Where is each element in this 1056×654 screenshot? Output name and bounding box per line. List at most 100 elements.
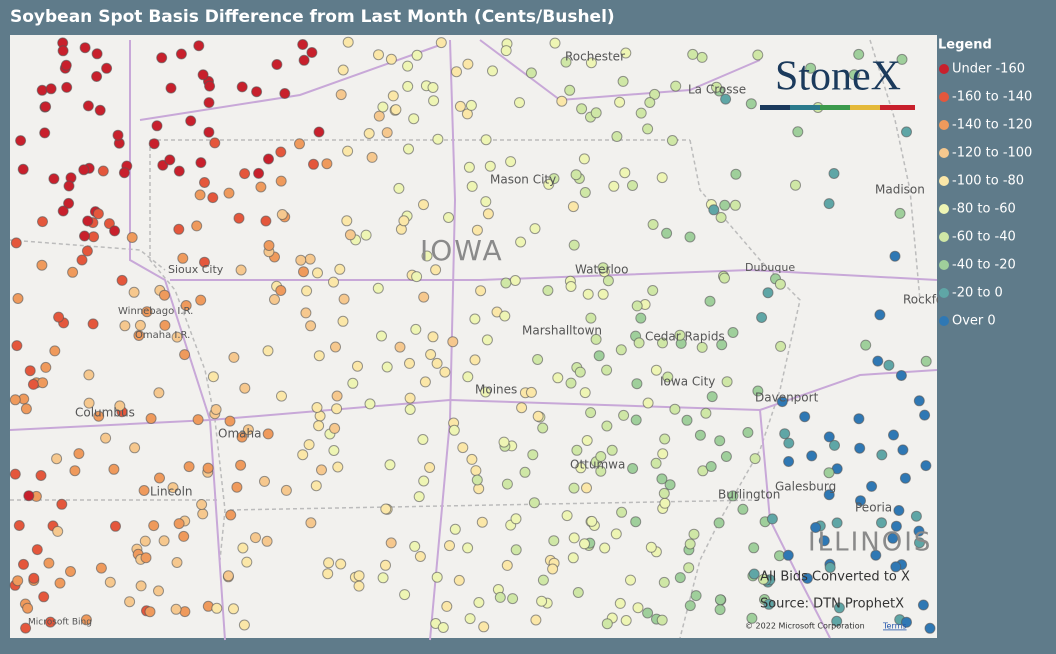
- site-dot: [449, 523, 461, 535]
- site-dot: [425, 349, 437, 360]
- site-dot: [414, 551, 426, 562]
- site-dot: [610, 528, 622, 540]
- site-dot: [890, 520, 902, 532]
- site-dot: [480, 134, 492, 146]
- site-dot: [790, 179, 801, 191]
- site-dot: [18, 558, 29, 570]
- legend-label: -100 to -80: [952, 174, 1024, 189]
- site-dot: [428, 95, 440, 107]
- site-dot: [352, 360, 363, 372]
- site-dot: [576, 103, 588, 115]
- legend-label: -160 to -140: [952, 90, 1032, 105]
- site-dot: [529, 223, 541, 235]
- site-dot: [853, 48, 865, 60]
- site-dot: [631, 378, 643, 390]
- site-dot: [560, 56, 572, 68]
- site-dot: [36, 259, 48, 271]
- site-dot: [342, 36, 354, 48]
- site-dot: [158, 535, 170, 547]
- site-dot: [159, 319, 171, 331]
- site-dot: [87, 318, 99, 330]
- site-dot: [224, 415, 236, 427]
- site-dot: [195, 157, 207, 169]
- site-dot: [681, 414, 693, 426]
- title: Soybean Spot Basis Difference from Last …: [10, 7, 615, 27]
- site-dot: [311, 402, 323, 413]
- site-dot: [394, 341, 406, 353]
- site-dot: [443, 212, 454, 223]
- site-dot: [128, 286, 140, 298]
- site-dot: [222, 570, 234, 582]
- map-label: Davenport: [755, 391, 819, 405]
- site-dot: [783, 437, 795, 449]
- site-dot: [854, 442, 866, 454]
- site-dot: [597, 288, 609, 300]
- site-dot: [635, 312, 647, 324]
- site-dot: [920, 355, 932, 367]
- site-dot: [635, 107, 647, 119]
- site-dot: [341, 215, 353, 227]
- site-dot: [614, 597, 626, 609]
- site-dot: [581, 435, 593, 446]
- site-dot: [57, 205, 69, 217]
- map-label: IOWA: [420, 234, 504, 267]
- site-dot: [322, 568, 334, 580]
- site-dot: [197, 508, 209, 520]
- site-dot: [568, 532, 580, 544]
- site-dot: [385, 53, 397, 65]
- site-dot: [380, 559, 391, 571]
- site-dot: [823, 198, 835, 210]
- site-dot: [15, 135, 27, 147]
- legend-swatch: [939, 288, 949, 298]
- site-dot: [683, 562, 695, 574]
- site-dot: [748, 542, 760, 554]
- site-dot: [170, 603, 182, 615]
- site-dot: [487, 65, 498, 77]
- site-dot: [656, 473, 668, 485]
- site-dot: [716, 339, 728, 351]
- site-dot: [893, 505, 905, 516]
- site-dot: [118, 167, 130, 179]
- terms-link[interactable]: Terms: [882, 622, 907, 631]
- site-dot: [561, 510, 573, 522]
- site-dot: [430, 264, 442, 276]
- site-dot: [305, 517, 317, 529]
- site-dot: [632, 602, 644, 614]
- site-dot: [439, 366, 451, 378]
- site-dot: [618, 409, 630, 421]
- site-dot: [56, 498, 68, 510]
- site-dot: [390, 104, 402, 116]
- site-dot: [250, 532, 261, 544]
- site-dot: [49, 345, 61, 357]
- site-dot: [530, 614, 542, 626]
- legend-label: -120 to -100: [952, 146, 1032, 161]
- site-dot: [799, 411, 811, 423]
- map-label: Mason City: [490, 173, 556, 187]
- site-dot: [866, 480, 878, 492]
- site-dot: [114, 400, 126, 412]
- site-dot: [666, 135, 678, 146]
- site-dot: [297, 449, 309, 461]
- site-dot: [593, 350, 605, 362]
- site-dot: [108, 463, 120, 475]
- site-dot: [280, 484, 292, 496]
- site-dot: [658, 487, 670, 499]
- site-dot: [645, 541, 657, 553]
- site-dot: [199, 256, 210, 268]
- site-dot: [253, 167, 265, 179]
- map-label: Waterloo: [575, 263, 629, 277]
- site-dot: [742, 427, 754, 438]
- site-dot: [585, 407, 597, 419]
- site-dot: [43, 557, 55, 569]
- site-dot: [192, 414, 204, 426]
- site-dot: [360, 229, 372, 241]
- site-dot: [435, 37, 447, 49]
- site-dot: [10, 237, 22, 249]
- site-dot: [571, 444, 583, 456]
- site-dot: [316, 464, 327, 476]
- site-dot: [631, 300, 643, 312]
- site-dot: [9, 394, 21, 406]
- site-dot: [586, 515, 598, 527]
- site-dot: [335, 89, 347, 101]
- site-dot: [48, 173, 60, 185]
